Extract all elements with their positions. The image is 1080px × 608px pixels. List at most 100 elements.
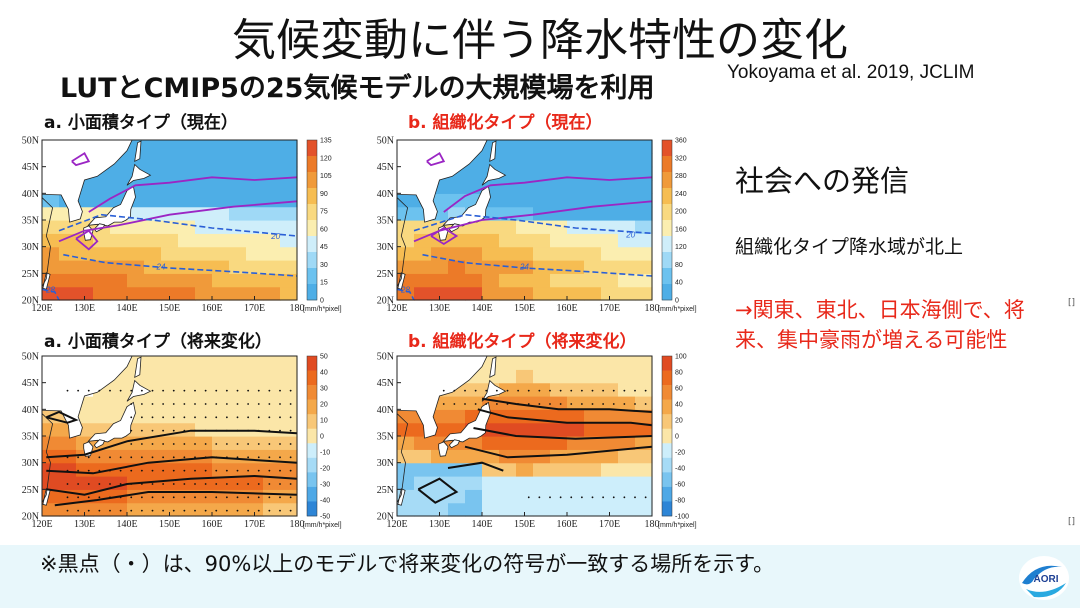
significance-dot: [173, 483, 175, 485]
unit-label: [mm/h*pixel]: [303, 522, 342, 529]
significance-dot: [602, 496, 604, 498]
lon-tick-label: 140E: [116, 519, 137, 530]
significance-dot: [162, 456, 164, 458]
significance-dot: [290, 430, 292, 432]
significance-dot: [67, 483, 69, 485]
significance-dot: [194, 430, 196, 432]
significance-dot: [205, 430, 207, 432]
colorbar-segment: [662, 220, 672, 236]
lat-tick-label: 35N: [22, 432, 39, 443]
significance-dot: [226, 443, 228, 445]
slide-subtitle: LUTとCMIP5の25気候モデルの大規模場を利用: [60, 66, 654, 105]
significance-dot: [538, 390, 540, 392]
significance-dot: [215, 510, 217, 512]
map-panel-a-present: 20242850N45N40N35N30N25N20N120E 130E 140E 1…: [10, 132, 355, 324]
significance-dot: [237, 510, 239, 512]
significance-dot: [77, 510, 79, 512]
lon-tick-label: 130E: [74, 303, 95, 314]
significance-dot: [205, 510, 207, 512]
significance-dot: [226, 430, 228, 432]
significance-dot: [152, 430, 154, 432]
significance-dot: [279, 430, 281, 432]
significance-dot: [247, 496, 249, 498]
significance-dot: [258, 390, 260, 392]
significance-dot: [464, 403, 466, 405]
significance-dot: [258, 496, 260, 498]
significance-dot: [162, 443, 164, 445]
significance-dot: [173, 416, 175, 418]
significance-dot: [162, 483, 164, 485]
significance-dot: [215, 403, 217, 405]
colorbar-segment: [662, 371, 672, 386]
significance-dot: [205, 403, 207, 405]
lat-tick-label: 50N: [22, 352, 39, 363]
significance-dot: [538, 496, 540, 498]
significance-dot: [183, 416, 185, 418]
significance-dot: [152, 496, 154, 498]
colorbar-label: 40: [675, 402, 683, 409]
colorbar-label: 30: [320, 262, 328, 269]
aori-logo: AORI: [1016, 553, 1072, 603]
significance-dot: [279, 456, 281, 458]
significance-dot: [290, 470, 292, 472]
significance-dot: [279, 416, 281, 418]
significance-dot: [485, 403, 487, 405]
significance-dot: [152, 390, 154, 392]
significance-dot: [247, 510, 249, 512]
significance-dot: [268, 510, 270, 512]
colorbar-label: 360: [675, 138, 687, 145]
significance-dot: [268, 483, 270, 485]
colorbar-label: 90: [320, 191, 328, 198]
significance-dot: [215, 470, 217, 472]
significance-dot: [130, 483, 132, 485]
lon-tick-label: 160E: [556, 303, 577, 314]
colorbar-label: 105: [320, 173, 332, 180]
significance-dot: [141, 483, 143, 485]
significance-dot: [592, 403, 594, 405]
significance-dot: [109, 390, 111, 392]
significance-dot: [268, 416, 270, 418]
significance-dot: [130, 416, 132, 418]
significance-dot: [237, 403, 239, 405]
colorbar-segment: [307, 156, 317, 172]
colorbar-label: 280: [675, 173, 687, 180]
significance-dot: [247, 483, 249, 485]
lon-tick-label: 160E: [201, 519, 222, 530]
significance-dot: [183, 470, 185, 472]
colorbar-label: 80: [675, 262, 683, 269]
significance-dot: [173, 470, 175, 472]
significance-dot: [152, 416, 154, 418]
significance-dot: [613, 403, 615, 405]
significance-dot: [141, 510, 143, 512]
colorbar-segment: [662, 356, 672, 371]
colorbar-label: 20: [675, 418, 683, 425]
significance-dot: [528, 403, 530, 405]
significance-dot: [194, 470, 196, 472]
lat-tick-label: 30N: [377, 458, 394, 469]
significance-dot: [162, 470, 164, 472]
significance-dot: [602, 390, 604, 392]
significance-dot: [258, 416, 260, 418]
lat-tick-label: 40N: [22, 189, 39, 200]
significance-dot: [453, 390, 455, 392]
lon-tick-label: 130E: [429, 519, 450, 530]
lat-tick-label: 45N: [377, 378, 394, 389]
significance-dot: [268, 443, 270, 445]
lat-tick-label: 25N: [22, 269, 39, 280]
significance-dot: [592, 496, 594, 498]
significance-dot: [623, 403, 625, 405]
significance-dot: [67, 496, 69, 498]
lat-tick-label: 40N: [22, 405, 39, 416]
significance-dot: [453, 403, 455, 405]
lon-tick-label: 120E: [386, 303, 407, 314]
significance-dot: [141, 456, 143, 458]
significance-dot: [205, 416, 207, 418]
colorbar-segment: [662, 284, 672, 300]
significance-dot: [570, 390, 572, 392]
colorbar-segment: [307, 236, 317, 252]
significance-dot: [215, 390, 217, 392]
significance-dot: [549, 496, 551, 498]
significance-dot: [77, 390, 79, 392]
significance-dot: [581, 390, 583, 392]
significance-dot: [141, 416, 143, 418]
